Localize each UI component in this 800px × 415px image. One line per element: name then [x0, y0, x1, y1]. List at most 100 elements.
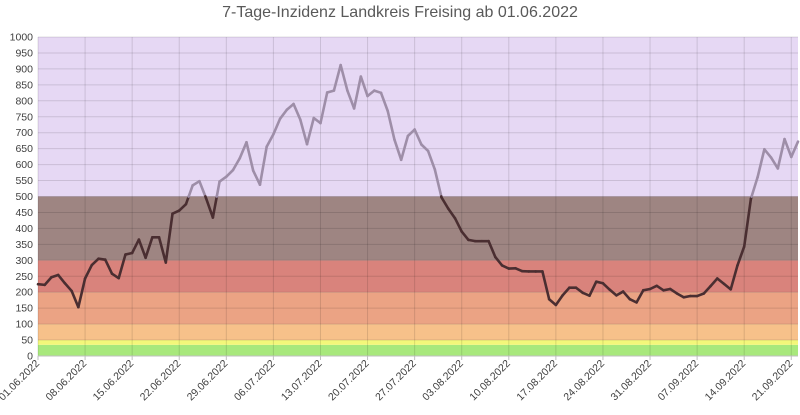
- series-line-segment: [440, 196, 450, 210]
- series-line-segment: [722, 282, 733, 291]
- band-3: [38, 292, 798, 325]
- chart-title: 7-Tage-Inzidenz Landkreis Freising ab 01…: [222, 4, 578, 21]
- series-line-segment: [278, 108, 289, 120]
- series-line-segment: [750, 175, 759, 198]
- series-line-segment: [184, 195, 191, 206]
- x-tick-label: 22.06.2022: [138, 358, 184, 404]
- series-line-segment: [285, 102, 295, 112]
- series-line-segment: [187, 184, 194, 198]
- series-line-segment: [177, 202, 188, 212]
- x-tick-label: 06.07.2022: [232, 358, 278, 404]
- series-line-segment: [413, 128, 423, 146]
- series-line-segment: [265, 132, 275, 149]
- series-line-segment: [231, 156, 242, 172]
- series-line-segment: [769, 156, 780, 170]
- series-line-segment: [56, 273, 67, 285]
- series-line-segment: [258, 145, 268, 186]
- series-line-segment: [352, 75, 363, 110]
- series-line-segment: [460, 230, 470, 242]
- series-line-segment: [763, 147, 773, 159]
- x-tick-label: 01.06.2022: [0, 358, 42, 404]
- series-line-segment: [487, 239, 497, 259]
- series-line-segment: [709, 277, 719, 288]
- y-tick-label: 450: [15, 207, 33, 219]
- series-line-segment: [305, 116, 316, 146]
- series-line-segment: [736, 245, 746, 267]
- y-tick-label: 1000: [10, 32, 34, 44]
- series-line-segment: [70, 289, 80, 309]
- y-tick-label: 400: [15, 223, 33, 235]
- series-line-segment: [789, 140, 800, 159]
- band-0: [38, 344, 798, 356]
- y-tick-label: 750: [15, 111, 33, 123]
- series-line-segment: [668, 287, 679, 295]
- series-line-segment: [742, 197, 753, 248]
- series-line-segment: [655, 284, 665, 292]
- series-line-segment: [574, 286, 585, 295]
- x-tick-label: 08.06.2022: [44, 358, 90, 404]
- series-line-segment: [494, 255, 504, 267]
- series-line-segment: [218, 175, 228, 183]
- band-5: [38, 196, 798, 261]
- series-line-segment: [204, 197, 215, 219]
- y-tick-label: 700: [15, 127, 33, 139]
- x-tick-label: 07.09.2022: [656, 358, 702, 404]
- series-line-segment: [393, 138, 403, 162]
- x-tick-label: 29.06.2022: [185, 358, 231, 404]
- series-line-segment: [379, 91, 390, 113]
- y-tick-label: 500: [15, 191, 33, 203]
- series-line-segment: [319, 91, 329, 125]
- series-line-segment: [561, 286, 571, 297]
- x-tick-label: 27.07.2022: [373, 358, 419, 404]
- series-line-segment: [137, 238, 147, 260]
- x-tick-label: 14.09.2022: [703, 358, 749, 404]
- series-line-segment: [433, 168, 443, 198]
- series-line-segment: [83, 263, 94, 280]
- series-line-segment: [63, 281, 73, 293]
- series-line-segment: [729, 264, 739, 291]
- series-line-segment: [541, 270, 551, 301]
- series-line-segment: [43, 275, 53, 287]
- y-tick-label: 900: [15, 63, 33, 75]
- series-line-segment: [756, 147, 766, 179]
- series-line-segment: [399, 134, 410, 162]
- y-tick-label: 0: [27, 351, 33, 363]
- y-tick-label: 50: [21, 335, 33, 347]
- series-line-segment: [251, 169, 262, 186]
- series-line-segment: [272, 117, 282, 136]
- series-line-segment: [130, 238, 141, 255]
- y-tick-label: 300: [15, 255, 33, 267]
- y-tick-label: 150: [15, 303, 33, 315]
- series-line-segment: [215, 180, 221, 198]
- band-6: [38, 37, 798, 197]
- series-line-segment: [776, 137, 786, 170]
- series-line-segment: [635, 288, 645, 304]
- series-line-segment: [446, 207, 457, 220]
- series-line-segment: [90, 257, 100, 267]
- x-tick-label: 24.08.2022: [561, 358, 607, 404]
- series-line-segment: [588, 280, 598, 298]
- y-tick-label: 250: [15, 271, 33, 283]
- y-tick-label: 600: [15, 159, 33, 171]
- series-line-segment: [453, 216, 464, 233]
- band-1: [38, 340, 798, 345]
- band-4: [38, 260, 798, 293]
- series-line-segment: [332, 63, 342, 92]
- series-line-segment: [245, 140, 255, 172]
- y-tick-label: 650: [15, 143, 33, 155]
- y-tick-label: 550: [15, 175, 33, 187]
- series-line-segment: [198, 179, 207, 198]
- series-line-segment: [164, 212, 174, 264]
- series-line-segment: [339, 63, 349, 92]
- series-line-segment: [299, 118, 309, 146]
- x-tick-label: 21.09.2022: [750, 358, 796, 404]
- y-tick-label: 850: [15, 79, 33, 91]
- series-line-segment: [157, 236, 168, 264]
- x-tick-label: 31.08.2022: [609, 358, 655, 404]
- series-line-segment: [608, 288, 618, 297]
- series-line-segment: [547, 297, 558, 307]
- series-line-segment: [426, 149, 437, 171]
- series-line-segment: [715, 277, 726, 286]
- series-line-segment: [406, 128, 416, 138]
- x-tick-label: 20.07.2022: [326, 358, 372, 404]
